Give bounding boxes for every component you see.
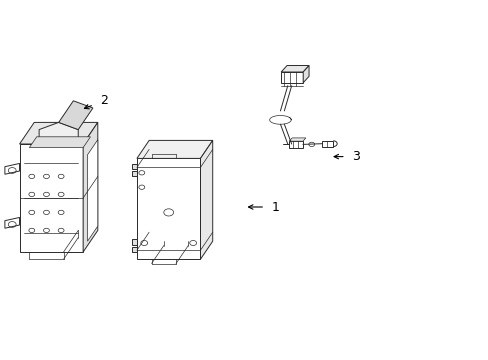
Polygon shape (322, 141, 333, 147)
Polygon shape (132, 247, 137, 252)
Polygon shape (288, 141, 302, 148)
Text: 2: 2 (84, 94, 108, 109)
Polygon shape (20, 144, 83, 252)
Polygon shape (5, 217, 20, 228)
Polygon shape (281, 72, 303, 83)
Text: 1: 1 (248, 201, 279, 213)
Polygon shape (137, 158, 200, 259)
Polygon shape (20, 122, 98, 144)
Polygon shape (281, 66, 308, 72)
Polygon shape (132, 164, 137, 169)
Polygon shape (132, 239, 137, 245)
Polygon shape (87, 140, 98, 241)
Polygon shape (200, 140, 212, 259)
Polygon shape (132, 171, 137, 176)
Polygon shape (83, 122, 98, 252)
Polygon shape (288, 138, 305, 141)
Polygon shape (137, 140, 212, 158)
Text: 3: 3 (333, 150, 359, 163)
Polygon shape (5, 163, 20, 174)
Polygon shape (29, 137, 90, 148)
Polygon shape (39, 122, 78, 144)
Polygon shape (59, 101, 93, 130)
Polygon shape (303, 66, 308, 83)
